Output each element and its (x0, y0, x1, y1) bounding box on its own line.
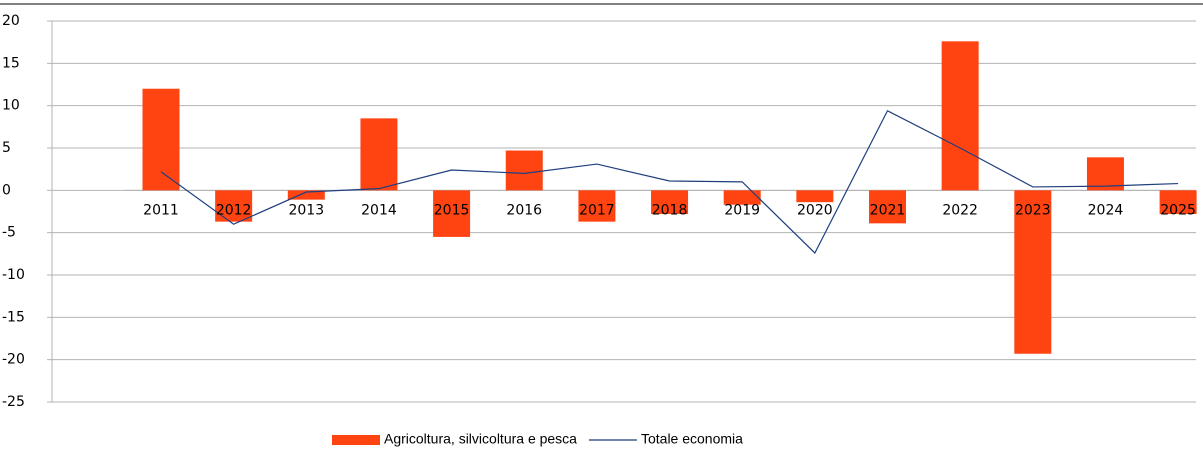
bar (941, 41, 979, 191)
bar (433, 190, 471, 237)
x-tick-label: 2014 (361, 202, 397, 218)
x-tick-label: 2016 (506, 202, 542, 218)
y-tick-label: 15 (2, 55, 20, 71)
line (160, 109, 1179, 254)
x-tick-label: 2023 (1015, 202, 1051, 218)
bar (578, 190, 616, 222)
y-tick-label: -5 (2, 225, 16, 241)
y-tick-label: -25 (2, 394, 25, 410)
x-tick-label: 2011 (143, 202, 179, 218)
bar (287, 190, 325, 200)
bar (505, 150, 543, 191)
y-tick-label: -20 (2, 352, 25, 368)
bar (1159, 190, 1197, 215)
legend-label: Agricoltura, silvicoltura e pesca (384, 431, 577, 447)
x-tick-label: 2018 (652, 202, 688, 218)
y-tick-label: 20 (2, 13, 20, 29)
x-tick-label: 2013 (288, 202, 324, 218)
bar (142, 88, 180, 191)
x-tick-label: 2019 (724, 202, 760, 218)
x-tick-label: 2017 (579, 202, 615, 218)
legend-swatch (332, 435, 380, 445)
bar (723, 190, 761, 205)
x-tick-label: 2022 (942, 202, 978, 218)
y-tick-label: 0 (2, 182, 11, 198)
x-tick-label: 2020 (797, 202, 833, 218)
bar (1086, 157, 1124, 191)
bar (360, 118, 398, 191)
x-tick-label: 2015 (434, 202, 470, 218)
y-tick-label: 5 (2, 140, 11, 156)
legend-label: Totale economia (641, 431, 743, 447)
bar (651, 190, 689, 215)
bar (869, 190, 906, 224)
y-tick-label: -10 (2, 267, 25, 283)
x-tick-label: 2024 (1088, 202, 1124, 218)
bar (1014, 190, 1052, 354)
x-tick-label: 2021 (870, 202, 906, 218)
y-tick-label: -15 (2, 309, 25, 325)
bar (796, 190, 834, 203)
x-tick-label: 2012 (216, 202, 252, 218)
bar (215, 190, 253, 222)
y-tick-label: 10 (2, 98, 20, 114)
x-tick-label: 2025 (1160, 202, 1196, 218)
